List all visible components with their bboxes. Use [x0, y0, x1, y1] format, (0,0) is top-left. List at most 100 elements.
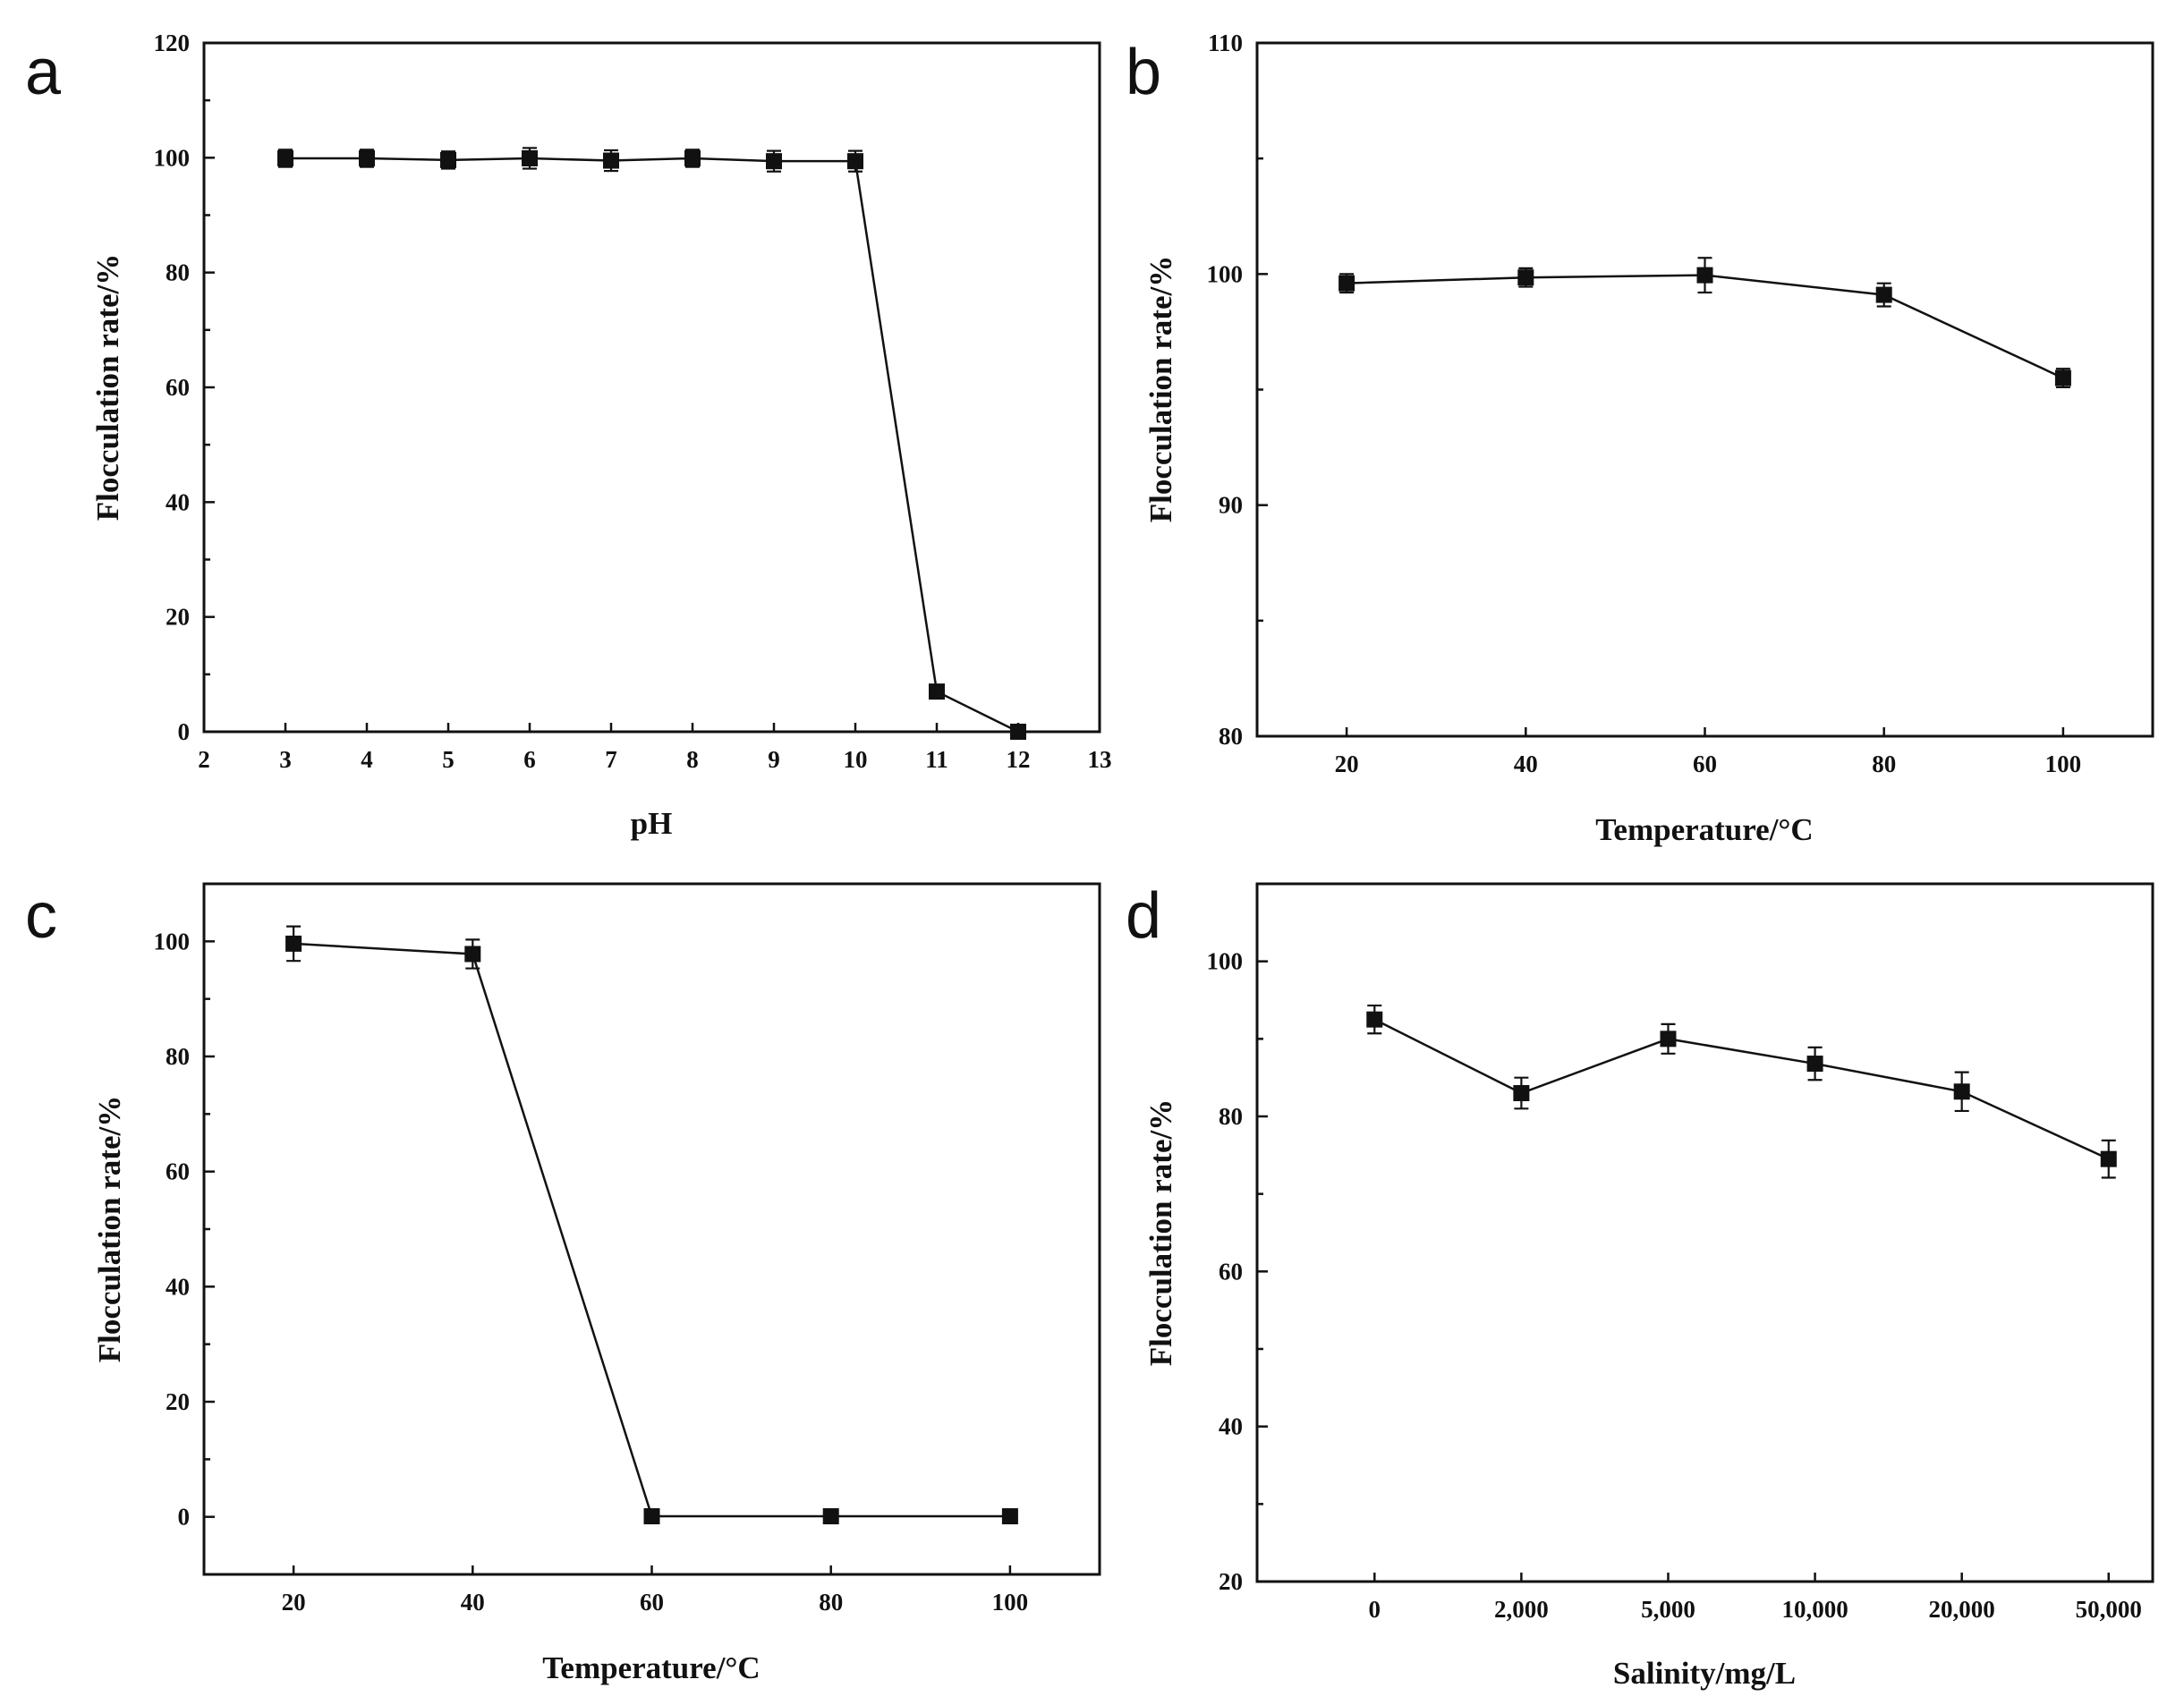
panel-b-point: [2054, 368, 2071, 389]
panel-a-xlabel: pH: [631, 806, 673, 841]
panel-a-xtick-label: 9: [768, 746, 780, 773]
panel-b-marker: [1517, 269, 1534, 286]
panel-d-ytick-label: 60: [1219, 1258, 1243, 1285]
panel-b-ytick-label: 80: [1219, 723, 1243, 750]
panel-a-point: [522, 147, 538, 170]
panel-b-xtick-label: 20: [1335, 751, 1359, 777]
panel-c-ytick-label: 80: [166, 1043, 190, 1070]
panel-a-xtick-label: 3: [279, 746, 292, 773]
panel-d-marker: [1513, 1085, 1530, 1101]
panel-a-series: [277, 147, 1026, 740]
panel-c-series-line: [293, 942, 1010, 1518]
panel-a-xtick-label: 12: [1007, 746, 1031, 773]
panel-a-marker: [684, 149, 701, 166]
panel-d-marker: [1366, 1011, 1383, 1028]
panel-letter-a: a: [25, 37, 62, 108]
panel-c-frame: [202, 882, 1101, 1576]
panel-c-marker: [1001, 1508, 1018, 1525]
panel-a: a pH Flocculation rate/% 2 3 4 5 6 7 8 9 10 11 12 1…: [25, 30, 1112, 841]
panel-d-ytick-label: 40: [1219, 1413, 1243, 1440]
panel-a-xtick-label: 2: [198, 746, 210, 773]
panel-c-xtick-label: 40: [461, 1589, 485, 1616]
panel-d-ytick-label: 100: [1207, 948, 1244, 975]
panel-a-marker: [1010, 724, 1026, 740]
panel-c-point: [464, 938, 481, 970]
panel-a-ylabel: Flocculation rate/%: [90, 254, 125, 521]
panel-b-ytick-label: 90: [1219, 492, 1243, 519]
panel-letter-d: d: [1126, 880, 1161, 952]
panel-d-xtick-label: 50,000: [2076, 1596, 2142, 1623]
panel-c-xtick-label: 20: [282, 1589, 306, 1616]
panel-a-xtick-label: 6: [523, 746, 536, 773]
panel-c-marker: [285, 935, 302, 952]
panel-c-xlabel: Temperature/°C: [542, 1650, 760, 1685]
panel-d-series: [1366, 1004, 2117, 1179]
panel-d-xtick-label: 10,000: [1781, 1596, 1848, 1623]
panel-b-xtick-label: 60: [1693, 751, 1717, 777]
panel-a-marker: [522, 149, 538, 166]
panel-b-marker: [1696, 267, 1713, 284]
panel-a-ytick-label: 20: [166, 604, 190, 631]
panel-a-point: [359, 148, 375, 168]
panel-b: b Temperature/°C Flocculation rate/% 20 4…: [1126, 30, 2154, 847]
panel-c-point: [1001, 1508, 1018, 1525]
panel-a-point: [766, 149, 782, 173]
panel-a-point: [929, 683, 945, 700]
panel-a-marker: [603, 152, 619, 169]
panel-a-ytick-label: 40: [166, 488, 190, 515]
panel-d-xtick-label: 2,000: [1494, 1596, 1549, 1623]
panel-b-xtick-label: 100: [2045, 751, 2082, 777]
panel-b-marker: [2054, 369, 2071, 386]
panel-c-ytick-label: 0: [178, 1504, 191, 1531]
panel-d-ylabel: Flocculation rate/%: [1143, 1099, 1178, 1366]
panel-d-xtick-label: 5,000: [1641, 1596, 1695, 1623]
panel-c-ytick-label: 40: [166, 1273, 190, 1300]
panel-b-point: [1338, 273, 1355, 294]
panel-a-ytick-label: 80: [166, 259, 190, 286]
panel-b-frame: [1255, 41, 2154, 738]
panel-b-marker: [1338, 275, 1355, 292]
panel-d-marker: [2100, 1150, 2117, 1167]
panel-b-axes: 20 40 60 80 100 80 90 100 110: [1207, 30, 2082, 777]
panel-c-xtick-label: 80: [819, 1589, 843, 1616]
panel-b-point: [1696, 257, 1713, 294]
panel-d: d Salinity/mg/L Flocculation rate/% 0 2,0…: [1126, 880, 2154, 1691]
panel-b-ylabel: Flocculation rate/%: [1143, 256, 1178, 522]
panel-b-point: [1517, 267, 1534, 288]
panel-a-marker: [359, 149, 375, 166]
panel-d-marker: [1953, 1083, 1970, 1100]
panel-a-ytick-label: 100: [154, 144, 191, 171]
panel-a-xtick-label: 4: [361, 746, 373, 773]
panel-c-xtick-label: 100: [992, 1589, 1029, 1616]
panel-d-point: [1953, 1071, 1970, 1113]
panel-a-point: [1010, 724, 1026, 740]
panel-b-ytick-label: 110: [1208, 30, 1243, 56]
panel-a-xtick-label: 10: [844, 746, 868, 773]
panel-c-marker: [643, 1508, 660, 1525]
panel-b-xlabel: Temperature/°C: [1595, 812, 1813, 847]
panel-b-xtick-label: 80: [1872, 751, 1896, 777]
panel-a-axes: 2 3 4 5 6 7 8 9 10 11 12 13 0 20 40 60 80 100 120: [154, 30, 1112, 773]
panel-letter-b: b: [1126, 37, 1161, 108]
panel-c-ylabel: Flocculation rate/%: [92, 1096, 127, 1362]
panel-a-marker: [277, 149, 293, 166]
panel-d-ytick-label: 20: [1219, 1568, 1243, 1595]
panel-a-marker: [440, 151, 456, 168]
panel-a-frame: [202, 41, 1101, 734]
panel-a-ytick-label: 0: [178, 718, 191, 745]
panel-c-series: [285, 925, 1018, 1525]
panel-d-point: [1366, 1004, 1383, 1035]
panel-b-series: [1338, 257, 2071, 389]
panel-b-point: [1875, 282, 1892, 308]
panel-a-series-line: [285, 157, 1019, 734]
panel-d-xlabel: Salinity/mg/L: [1613, 1656, 1796, 1691]
panel-a-xtick-label: 7: [605, 746, 617, 773]
panel-d-ytick-label: 80: [1219, 1103, 1243, 1130]
panel-a-marker: [847, 153, 863, 170]
panel-c-axes: 20 40 60 80 100 0 20 40 60 80 100: [154, 928, 1029, 1616]
panel-d-point: [1513, 1076, 1530, 1110]
panel-a-marker: [929, 683, 945, 700]
panel-a-point: [277, 148, 293, 168]
panel-d-marker: [1806, 1056, 1823, 1073]
